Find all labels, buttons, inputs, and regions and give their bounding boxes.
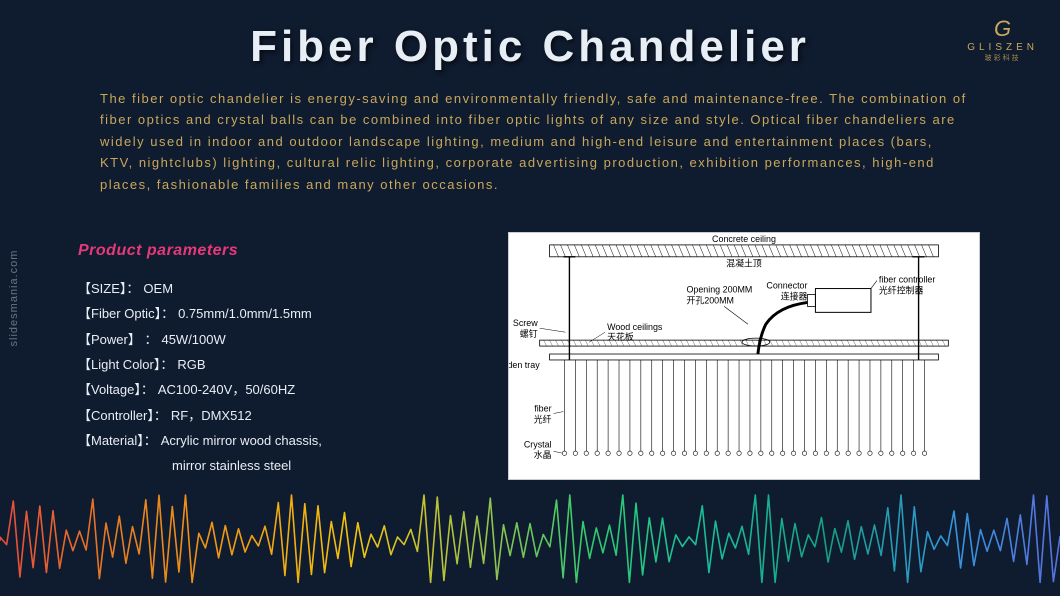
svg-text:Wood ceilings: Wood ceilings <box>607 322 663 332</box>
param-row: 【Material】：Acrylic mirror wood chassis, <box>78 428 498 453</box>
svg-text:连接器: 连接器 <box>781 290 808 301</box>
param-row: 【Voltage】：AC100-240V，50/60HZ <box>78 377 498 402</box>
svg-text:fiber controller: fiber controller <box>879 275 935 285</box>
waveform-decoration <box>0 486 1060 596</box>
param-label: 【Voltage】： <box>78 377 154 402</box>
page-title: Fiber Optic Chandelier <box>250 22 810 72</box>
installation-diagram: Concrete ceiling 混凝土顶 fiber controller光纤控制… <box>508 232 980 480</box>
logo-text: GLISZEN <box>967 42 1038 53</box>
param-value: OEM <box>143 276 173 301</box>
svg-text:Wooden tray: Wooden tray <box>509 360 540 370</box>
param-label: 【Fiber Optic】： <box>78 301 174 326</box>
parameters-heading: Product parameters <box>78 242 498 260</box>
param-label: 【Controller】： <box>78 403 167 428</box>
svg-text:Crystal: Crystal <box>524 439 552 449</box>
logo-mark: G <box>967 18 1038 40</box>
param-row: 【Controller】：RF，DMX512 <box>78 403 498 428</box>
svg-text:fiber: fiber <box>534 404 551 414</box>
param-label: 【Light Color】： <box>78 352 173 377</box>
param-value: Acrylic mirror wood chassis, <box>161 428 322 453</box>
param-label: 【SIZE】： <box>78 276 139 301</box>
watermark-text: slidesmania.com <box>8 250 20 347</box>
param-row: 【Fiber Optic】：0.75mm/1.0mm/1.5mm <box>78 301 498 326</box>
param-value: 0.75mm/1.0mm/1.5mm <box>178 301 312 326</box>
svg-text:光纤: 光纤 <box>534 413 552 424</box>
svg-text:水晶: 水晶 <box>534 449 552 460</box>
svg-text:Opening 200MM: Opening 200MM <box>686 285 752 295</box>
param-row: 【Power】 ：45W/100W <box>78 327 498 352</box>
logo-subtext: 玻彩科技 <box>967 53 1038 63</box>
svg-text:混凝土顶: 混凝土顶 <box>726 258 762 269</box>
param-label: 【Power】 ： <box>78 327 157 352</box>
brand-logo: G GLISZEN 玻彩科技 <box>967 18 1038 63</box>
svg-text:Screw: Screw <box>513 318 538 328</box>
svg-text:螺钉: 螺钉 <box>520 329 538 339</box>
param-row: 【SIZE】：OEM <box>78 276 498 301</box>
svg-text:光纤控制器: 光纤控制器 <box>879 285 924 296</box>
svg-text:开孔200MM: 开孔200MM <box>686 295 734 305</box>
param-label: 【Material】： <box>78 428 157 453</box>
param-value: RF，DMX512 <box>171 403 252 428</box>
param-value: mirror stainless steel <box>172 453 291 478</box>
parameters-section: Product parameters 【SIZE】：OEM【Fiber Opti… <box>78 242 498 479</box>
param-value: 45W/100W <box>161 327 225 352</box>
svg-text:天花板: 天花板 <box>607 331 634 342</box>
param-value: RGB <box>177 352 205 377</box>
param-value: AC100-240V，50/60HZ <box>158 377 295 402</box>
svg-text:Concrete ceiling: Concrete ceiling <box>712 234 776 244</box>
svg-text:Connector: Connector <box>766 281 807 291</box>
param-row: 【Light Color】：RGB <box>78 352 498 377</box>
description-text: The fiber optic chandelier is energy-sav… <box>100 88 970 195</box>
param-row-material2: mirror stainless steel <box>78 453 498 478</box>
